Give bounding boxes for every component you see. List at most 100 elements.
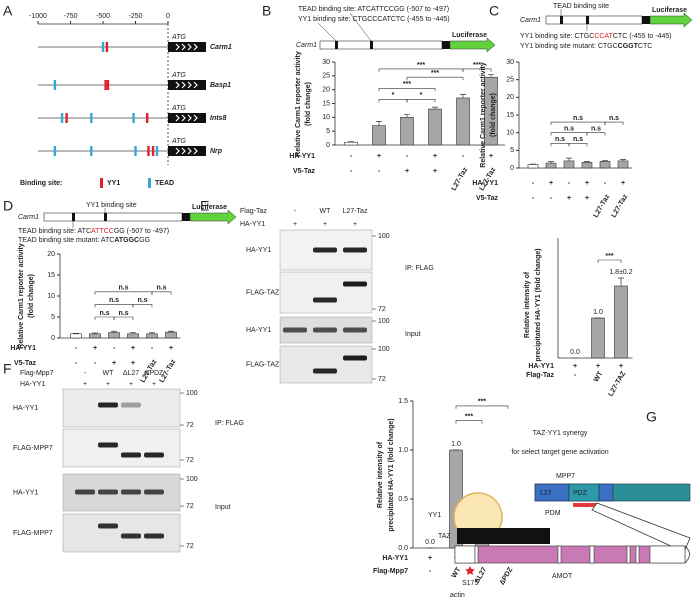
row-value: + [131, 345, 135, 352]
chevron [187, 114, 192, 122]
atg-label: ATG [171, 34, 186, 41]
band [343, 355, 367, 361]
gene-label: Carm1 [18, 214, 39, 221]
row-value: + [169, 345, 173, 352]
band [121, 402, 141, 408]
tead-site [132, 113, 135, 123]
significance-bracket [113, 316, 134, 320]
site-box [586, 16, 589, 24]
site-box [72, 213, 75, 221]
amot-end [684, 545, 690, 564]
tead-site [60, 113, 64, 123]
chevron [181, 43, 186, 51]
band [98, 523, 118, 529]
bar [70, 333, 82, 339]
significance-label: n.s [591, 126, 601, 133]
chevron [193, 43, 198, 51]
error-bar [130, 332, 136, 334]
row-value: - [406, 153, 409, 160]
site-text-part: CTC (-455 to -445) [613, 33, 672, 40]
header-value: + [106, 381, 110, 388]
row-value: L27-Taz [610, 193, 629, 219]
chevron [193, 147, 198, 155]
error-bar [488, 74, 494, 78]
reporter-block [182, 213, 190, 221]
atg-label: ATG [171, 72, 186, 79]
y-axis-label: (fold change) [305, 82, 312, 126]
header-label: HA-YY1 [240, 221, 265, 228]
significance-bracket [586, 132, 606, 136]
chevron [187, 43, 192, 51]
band [98, 402, 118, 408]
error-bar [348, 141, 354, 143]
y-tick-label: 0 [326, 142, 330, 149]
site-text-part: GG [139, 237, 150, 244]
row-value: - [151, 345, 154, 352]
y-tick-label: 5 [510, 147, 514, 154]
bar [344, 141, 358, 146]
blot-row-label: HA-YY1 [13, 405, 38, 412]
band [283, 327, 307, 333]
g-title: TAZ-YY1 synergy [533, 430, 588, 437]
significance-label: *** [473, 62, 481, 69]
site-text: YY1 binding site: CTGCCCATCTC (-455 to -… [520, 33, 672, 40]
y-tick-label: 15 [506, 112, 514, 119]
row-value: + [585, 195, 589, 202]
tead-site [53, 80, 57, 90]
value-label: 1.0 [451, 441, 461, 448]
g-label: PDZ [573, 490, 588, 497]
significance-bracket [597, 259, 622, 263]
row-value: - [532, 195, 535, 202]
tead-site [155, 146, 159, 156]
row-label: HA-YY1 [382, 555, 408, 562]
header-value: + [83, 381, 87, 388]
row-value: + [489, 153, 493, 160]
marker-label: 100 [186, 390, 198, 397]
marker-label: 72 [186, 543, 194, 550]
significance-bracket [406, 99, 436, 103]
significance-label: *** [417, 62, 425, 69]
legend-swatch [100, 178, 103, 188]
site-text-part: YY1 binding site mutant: CTGC [520, 43, 618, 50]
g-label: PDM [545, 510, 561, 517]
marker-label: 72 [186, 422, 194, 429]
gene-name: Ints8 [210, 115, 226, 122]
site-box [104, 213, 107, 221]
site-box [560, 16, 563, 24]
row-value: + [621, 180, 625, 187]
y-tick-label: 10 [322, 114, 330, 121]
chevron [193, 114, 198, 122]
significance-bracket [550, 142, 570, 147]
tead-site [53, 146, 57, 156]
value-label: 0.0 [425, 539, 435, 546]
amot-segment [635, 545, 640, 564]
blot-row-label: FLAG-TAZ [246, 361, 280, 368]
row-value: WT [451, 566, 463, 580]
tead-site [101, 42, 105, 52]
error-bar [92, 332, 98, 334]
bar [165, 331, 177, 339]
legend-swatch [148, 178, 151, 188]
value-label: 1.0 [593, 309, 603, 316]
significance-bracket [378, 99, 408, 103]
y-tick-label: 5 [326, 128, 330, 135]
row-value: L27-Taz [450, 166, 469, 192]
error-bar [168, 330, 174, 333]
significance-bracket [94, 316, 115, 320]
panel-label: F [3, 361, 12, 377]
error-bar [404, 114, 410, 118]
tick-label: -500 [96, 13, 110, 20]
site-text-part: TEAD binding site: ATC [18, 228, 91, 235]
bar [563, 160, 575, 169]
reporter-block [642, 16, 650, 24]
band [343, 327, 367, 333]
panel-label: E [200, 198, 209, 214]
site-text: YY1 binding site [86, 202, 137, 209]
y-axis-label: Relative intensity of [524, 271, 531, 338]
significance-bracket [568, 142, 588, 147]
bar [545, 162, 557, 169]
tead-site [90, 146, 93, 156]
significance-label: n.s [564, 126, 574, 133]
significance-label: * [420, 92, 423, 99]
